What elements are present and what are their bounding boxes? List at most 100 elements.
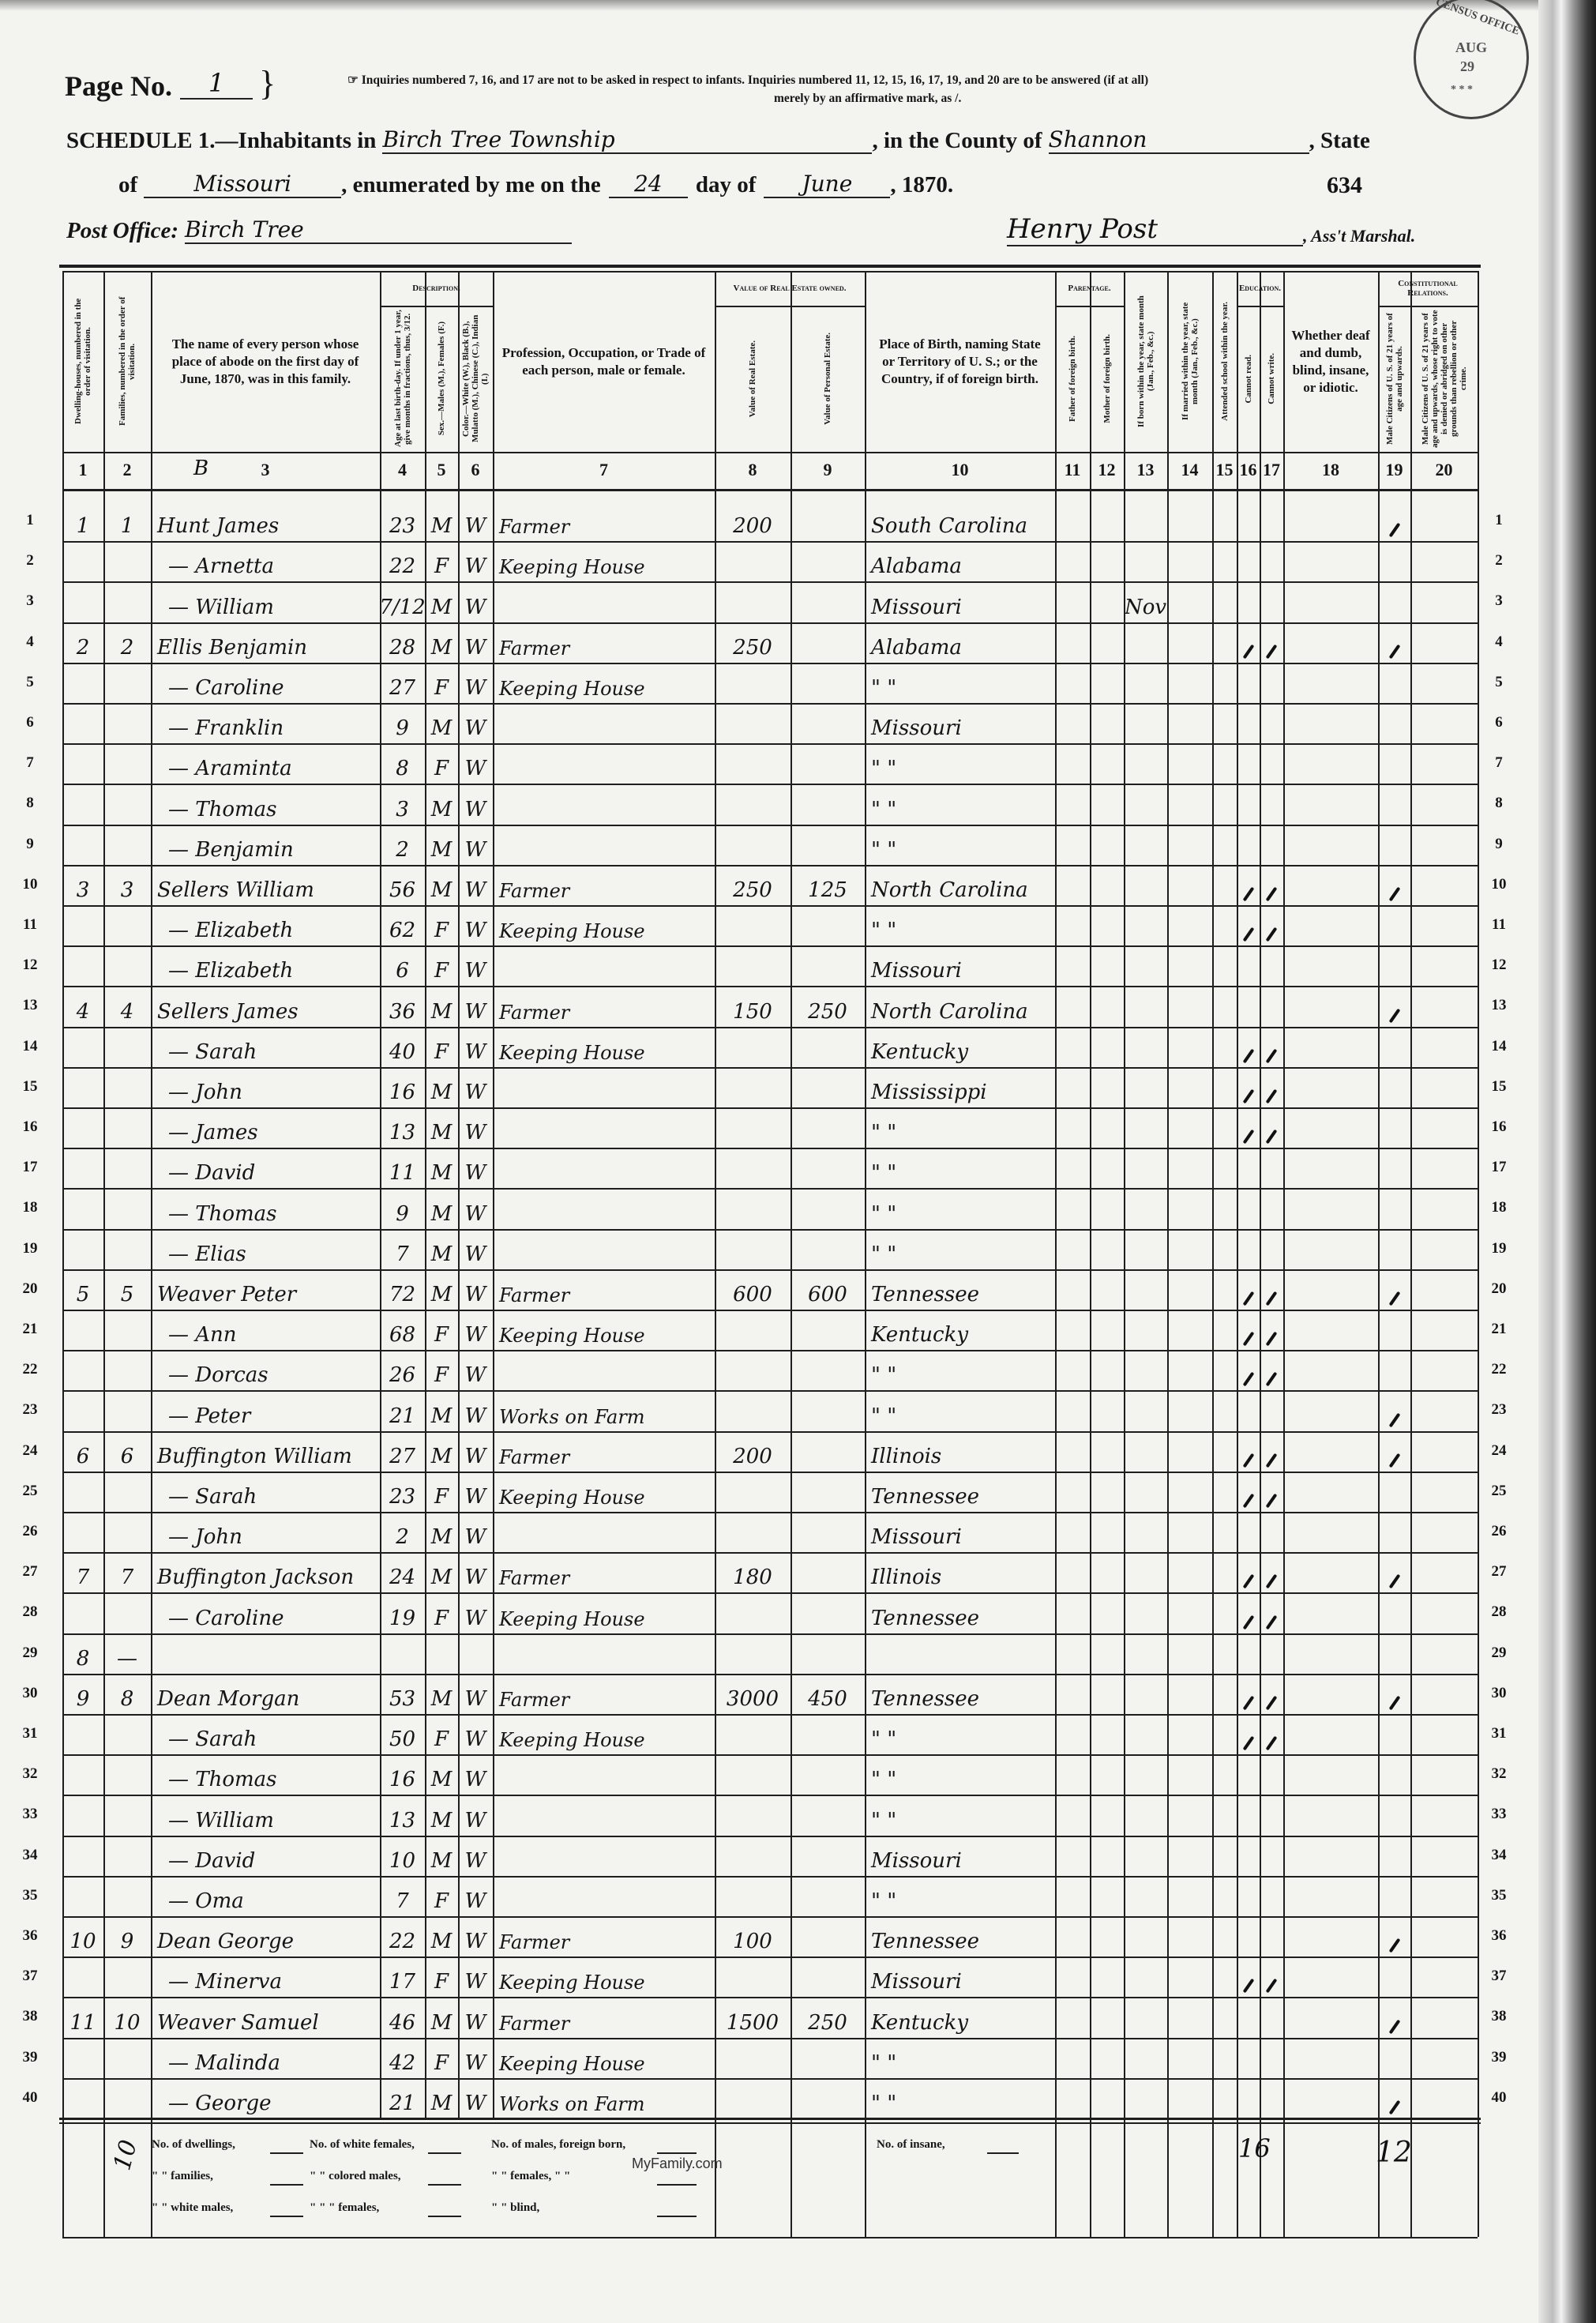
- cell-born-month: [1124, 1633, 1167, 1674]
- row-rule: [62, 784, 1478, 786]
- cell-sex: M: [430, 1566, 453, 1590]
- cell-family: [103, 581, 151, 622]
- schedule-line: SCHEDULE 1.—Inhabitants in Birch Tree To…: [66, 126, 1370, 154]
- cell-dwelling: 3: [76, 878, 90, 902]
- cell-real-estate: [715, 905, 790, 945]
- row-number-right: 33: [1491, 1806, 1507, 1823]
- cell-sex: M: [430, 2091, 453, 2115]
- row-rule: [62, 1957, 1478, 1959]
- cell-occupation: [493, 703, 715, 743]
- cell-name: — Caroline: [168, 1606, 284, 1630]
- cell-color: W: [464, 1039, 486, 1064]
- row-number-left: 39: [22, 2048, 38, 2066]
- footer-blank: [428, 2152, 461, 2154]
- cell-dwelling: [62, 905, 103, 945]
- cell-sex: F: [434, 1484, 449, 1509]
- cell-real-estate: 200: [733, 1444, 772, 1468]
- row-number-right: 28: [1491, 1603, 1507, 1621]
- column-3-annotation: B: [193, 457, 209, 480]
- affirmative-mark-male-citizen: [1378, 1916, 1410, 1957]
- cell-sex: F: [434, 757, 449, 781]
- cell-color: W: [464, 2010, 486, 2035]
- cell-personal-estate: [790, 825, 865, 865]
- cell-age: 42: [389, 2050, 416, 2075]
- state-date-line: of Missouri , enumerated by me on the 24…: [118, 171, 953, 198]
- cell-occupation: [493, 1754, 715, 1795]
- cell-sex: M: [430, 797, 453, 821]
- affirmative-mark-cannot-write: [1260, 1592, 1283, 1633]
- cell-sex: F: [434, 2050, 449, 2075]
- row-number-left: 15: [22, 1077, 38, 1095]
- row-number-left: 4: [26, 633, 34, 650]
- row-rule: [62, 1835, 1478, 1837]
- footer-label: No. of white females,: [310, 2138, 415, 2151]
- column-header-17: Cannot write.: [1261, 307, 1282, 450]
- cell-birthplace: Tennessee: [871, 1282, 980, 1306]
- cell-name: — John: [168, 1525, 242, 1550]
- cell-occupation: [493, 1107, 715, 1148]
- cell-born-month: [1124, 501, 1167, 541]
- cell-birthplace: Tennessee: [871, 1484, 980, 1509]
- row-number-left: 32: [22, 1765, 38, 1783]
- affirmative-mark-cannot-write: [1260, 1431, 1283, 1472]
- row-number-right: 32: [1491, 1765, 1507, 1783]
- cell-color: W: [464, 837, 486, 862]
- cell-name: Weaver Samuel: [157, 2010, 319, 2035]
- cell-family: [103, 1350, 151, 1390]
- affirmative-mark-cannot-write: [1260, 1107, 1283, 1148]
- cell-color: W: [464, 595, 486, 619]
- column-number: 16: [1239, 460, 1257, 479]
- cell-dwelling: [62, 1714, 103, 1754]
- column-number: 15: [1215, 460, 1234, 479]
- cell-real-estate: 250: [733, 635, 772, 660]
- cell-family: [103, 905, 151, 945]
- cell-color: W: [464, 1121, 486, 1145]
- cell-real-estate: [715, 1592, 790, 1633]
- affirmative-mark-cannot-read: [1237, 1957, 1260, 1997]
- tick-mark-icon: [1265, 1331, 1278, 1347]
- cell-color: W: [464, 1566, 486, 1590]
- cell-age: 53: [389, 1686, 416, 1711]
- row-number-right: 25: [1491, 1482, 1507, 1499]
- cell-personal-estate: 250: [808, 2010, 847, 2035]
- cell-name: Weaver Peter: [157, 1282, 297, 1306]
- cell-birthplace: Missouri: [871, 716, 962, 741]
- row-number-right: 10: [1491, 875, 1507, 893]
- cell-occupation: [493, 1836, 715, 1876]
- cell-real-estate: [715, 581, 790, 622]
- row-rule: [62, 1350, 1478, 1352]
- cell-personal-estate: [790, 1795, 865, 1835]
- cell-occupation: Farmer: [499, 1931, 570, 1954]
- group-rule: [1237, 306, 1283, 307]
- row-number-left: 28: [22, 1603, 38, 1621]
- cell-real-estate: [715, 825, 790, 865]
- affirmative-mark-male-citizen: [1378, 1390, 1410, 1430]
- row-number-left: 24: [22, 1442, 38, 1459]
- cell-occupation: [493, 1229, 715, 1269]
- cell-birthplace: Missouri: [871, 1525, 962, 1550]
- cell-age: 62: [389, 919, 416, 943]
- column-header-label: The name of every person whose place of …: [171, 336, 359, 386]
- cell-color: W: [464, 2050, 486, 2075]
- post-office-field: Birch Tree: [185, 216, 572, 244]
- cell-name: — Thomas: [168, 1201, 277, 1226]
- row-rule: [62, 2037, 1478, 2039]
- column-header-14: If married within the year, state month …: [1169, 273, 1211, 450]
- sheet-number: 634: [1327, 172, 1362, 198]
- cell-name: — William: [168, 595, 274, 619]
- cell-color: W: [464, 514, 486, 539]
- row-number-left: 2: [26, 552, 34, 569]
- row-number-right: 8: [1495, 795, 1503, 812]
- row-rule: [62, 1026, 1478, 1028]
- cell-birthplace: " ": [871, 1242, 897, 1266]
- cell-name: — Araminta: [168, 757, 292, 781]
- cell-name: — Arnetta: [168, 554, 274, 579]
- cell-real-estate: [715, 1714, 790, 1754]
- cell-family: [103, 743, 151, 784]
- cell-birthplace: Missouri: [871, 959, 962, 983]
- row-number-left: 30: [22, 1684, 38, 1701]
- instructions-line-2: merely by an affirmative mark, as /.: [774, 92, 962, 105]
- row-rule: [62, 905, 1478, 907]
- cell-age: 40: [389, 1039, 416, 1064]
- footer-blank: [270, 2184, 303, 2186]
